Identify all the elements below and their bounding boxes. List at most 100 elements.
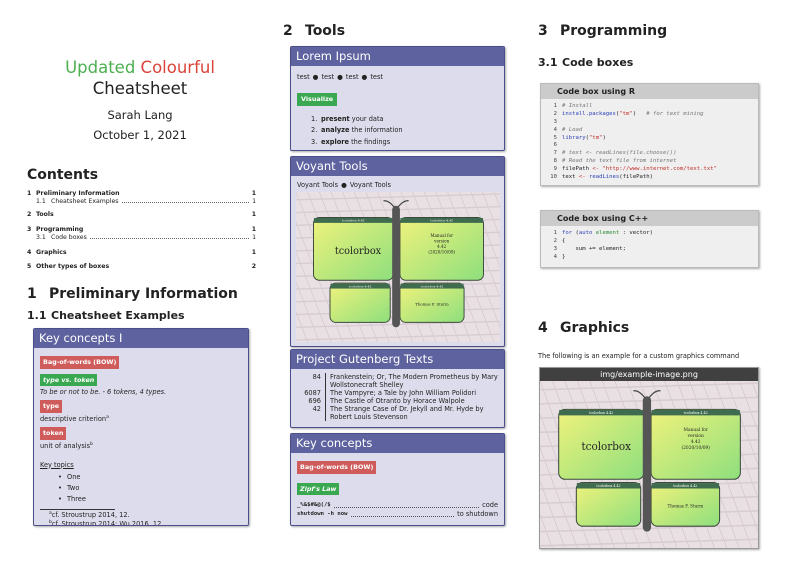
code-token: ) xyxy=(602,134,606,141)
footnote-mark: a xyxy=(49,510,52,516)
box: Key concepts I Bag-of-words (BOW) type v… xyxy=(33,328,249,526)
separator: ● xyxy=(361,73,368,81)
toc-title: Cheatsheet Examples xyxy=(51,198,119,205)
num: 3 xyxy=(538,23,548,39)
box: Voyant Tools Voyant Tools ● Voyant Tools t… xyxy=(290,156,505,347)
footnote-mark: b xyxy=(90,441,93,447)
image: tcolorbox 4.42 tcolorbox 4.42 tcolorbox 4.… xyxy=(440,380,794,549)
text: descriptive criterion xyxy=(40,415,107,423)
list: • One • Two • Three xyxy=(58,472,242,505)
wing-header xyxy=(651,483,720,489)
text: cf. Stroustrup 2014, 12. xyxy=(51,510,130,519)
item: test xyxy=(297,73,310,81)
text: to shutdown xyxy=(457,510,498,519)
table-row: 696 The Castle of Otranto by Horace Walpo… xyxy=(297,397,498,405)
section-heading: 1 Preliminary Information xyxy=(27,286,238,302)
code-token: ( xyxy=(615,110,620,117)
toc-entry: 1.1 Cheatsheet Examples 1 xyxy=(27,198,256,205)
code-box: Code box using R 1 # Install 2 install.pack… xyxy=(540,83,759,186)
tag: type xyxy=(40,400,63,413)
image-text: (2020/10/09) xyxy=(681,444,710,451)
wing-header xyxy=(559,409,644,416)
toc-entry: 3 Programming 1 xyxy=(27,226,256,233)
list-number: 3. xyxy=(311,137,318,146)
table-row: 42 The Strange Case of Dr. Jekyll and Mr.… xyxy=(297,405,498,421)
code-body: 1 # Install 2 install.packages("tm") # for … xyxy=(541,99,758,186)
list-item: 3. explore the findings xyxy=(311,137,498,149)
title-line: Cheatsheet xyxy=(92,79,188,98)
button[interactable]: Visualize xyxy=(297,92,338,106)
line-number: 6 xyxy=(553,142,557,149)
toc-title: Programming xyxy=(36,226,84,233)
code-line: 1 for (auto element : vector) xyxy=(543,230,756,238)
table-cell: 84 xyxy=(297,373,326,389)
text: Three xyxy=(67,494,86,503)
subsection-heading: 3.1 Code boxes xyxy=(538,56,633,69)
code-token: # for text mining xyxy=(636,110,704,117)
image-text: (2020/10/09) xyxy=(428,249,455,254)
image-author: Thomas F. Sturm xyxy=(415,302,449,307)
text: To be or not to be. - 6 tokens, 4 types. xyxy=(40,388,167,397)
wing xyxy=(329,282,391,323)
list-item: • One xyxy=(58,472,242,483)
toc-title: Preliminary Information xyxy=(36,190,120,197)
title: Code boxes xyxy=(562,56,634,69)
box: Lorem Ipsum test ● test ● test ● test Visualiz… xyxy=(290,46,505,151)
tag: type vs. token xyxy=(40,373,98,387)
code-text: _%&$#&@(/$ xyxy=(297,502,331,509)
toc-leader xyxy=(121,198,250,203)
box-title: Voyant Tools xyxy=(291,157,504,176)
code-token: # Install xyxy=(562,103,593,109)
texture xyxy=(482,191,504,249)
code-token: install.packages xyxy=(562,110,616,117)
tag: Bag-of-words (BOW) xyxy=(297,461,377,474)
wing-header xyxy=(400,283,464,289)
texture xyxy=(539,382,759,391)
code-text: shutdown -h now xyxy=(297,511,348,518)
subsection-heading: 1.1 Cheatsheet Examples xyxy=(27,309,185,322)
toc-page: 2 xyxy=(251,263,256,270)
bullet: • xyxy=(58,494,62,503)
box-title: Lorem Ipsum xyxy=(291,47,504,66)
toc-entry: 3.1 Code boxes 1 xyxy=(27,234,256,241)
box: Key concepts Bag-of-words (BOW) Zipf's L… xyxy=(290,433,505,526)
box-title: Project Gutenberg Texts xyxy=(291,350,504,369)
tag: token xyxy=(40,426,67,440)
code-line: 7 # text <- readLines(file.choose()) xyxy=(543,150,756,158)
separator: ● xyxy=(337,73,343,81)
line-number: 4 xyxy=(553,253,557,260)
title: Tools xyxy=(305,23,346,39)
footnote: bcf. Stroustrup 2014; Wu 2016, 12. xyxy=(49,520,163,525)
code-line: 2 install.packages("tm") # for text minin… xyxy=(543,111,756,119)
box-body: Bag-of-words (BOW) type vs. token To be … xyxy=(34,348,248,525)
wing xyxy=(399,282,465,323)
line-number: 1 xyxy=(553,103,557,109)
title: Programming xyxy=(560,23,668,39)
title-word: Colourful xyxy=(140,58,215,77)
code-line: 4} xyxy=(543,254,756,262)
title: Cheatsheet Examples xyxy=(51,309,185,322)
num: 4 xyxy=(538,320,548,336)
text: your data xyxy=(351,114,384,123)
footnote: acf. Stroustrup 2014, 12. xyxy=(49,510,130,520)
section-heading: 4 Graphics xyxy=(538,320,629,336)
wing-header xyxy=(576,483,641,489)
wing-label: tcolorbox 4.42 xyxy=(342,219,365,223)
code-line: 5 library("tm") xyxy=(543,135,756,143)
code-token: "tm" xyxy=(619,110,633,117)
wing-header xyxy=(313,217,393,223)
item: Voyant Tools xyxy=(297,181,339,189)
wing xyxy=(575,481,642,527)
list-number: 2. xyxy=(311,126,318,135)
table-cell: The Vampyre; a Tale by John William Poli… xyxy=(330,389,477,397)
image-art: tcolorbox 4.42 tcolorbox 4.42 tcolorbox 4.… xyxy=(440,380,794,549)
line-number: 1 xyxy=(553,230,557,236)
doc-title: Updated Colourful Cheatsheet Sarah Lang … xyxy=(20,58,260,142)
toc-title: Code boxes xyxy=(51,234,87,241)
code-token: ( xyxy=(585,134,589,141)
section-heading: 3 Programming xyxy=(538,23,667,39)
toc-leader xyxy=(122,190,248,195)
toc-page: 1 xyxy=(251,190,256,197)
toc-entry: 2 Tools 1 xyxy=(27,211,256,218)
footnotes: acf. Stroustrup 2014, 12. bcf. Stroustrup… xyxy=(40,508,163,525)
